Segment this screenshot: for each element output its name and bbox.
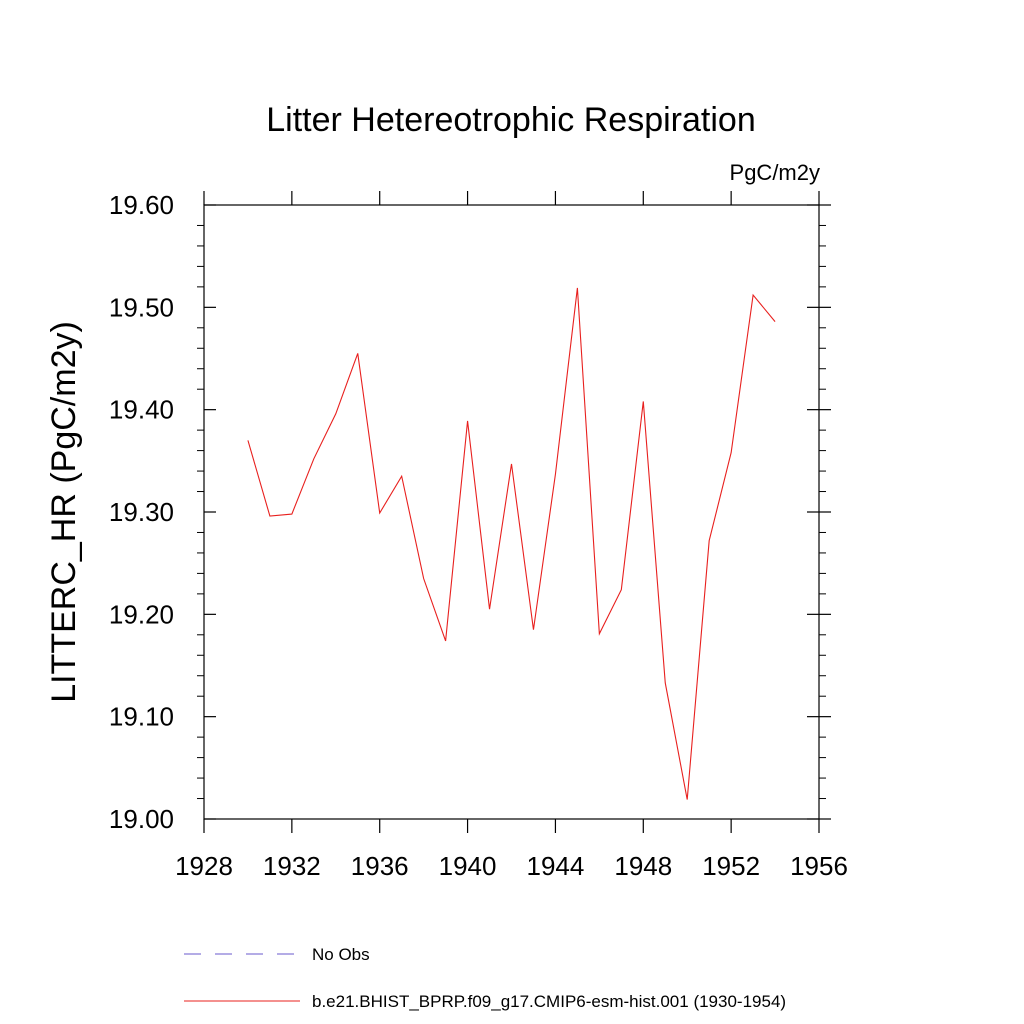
series-layer (247, 287, 776, 800)
y-tick-label: 19.20 (109, 599, 174, 629)
chart-title: Litter Hetereotrophic Respiration (266, 101, 755, 139)
x-tick-label: 1928 (175, 851, 233, 881)
y-tick-label: 19.40 (109, 395, 174, 425)
y-axis-label: LITTERC_HR (PgC/m2y) (45, 321, 83, 703)
x-tick-label: 1932 (263, 851, 321, 881)
units-label: PgC/m2y (730, 160, 820, 185)
axis-ticks (197, 191, 831, 833)
x-tick-label: 1944 (527, 851, 585, 881)
x-tick-label: 1952 (702, 851, 760, 881)
y-tick-label: 19.30 (109, 497, 174, 527)
series-line-1 (247, 287, 776, 800)
x-tick-label: 1956 (790, 851, 848, 881)
y-tick-label: 19.10 (109, 702, 174, 732)
legend-label-1: b.e21.BHIST_BPRP.f09_g17.CMIP6-esm-hist.… (312, 992, 786, 1011)
x-tick-label: 1936 (351, 851, 409, 881)
legend-label-0: No Obs (312, 945, 370, 964)
x-tick-label: 1940 (439, 851, 497, 881)
y-tick-label: 19.50 (109, 292, 174, 322)
legend: No Obs b.e21.BHIST_BPRP.f09_g17.CMIP6-esm… (184, 945, 786, 1011)
y-tick-label: 19.00 (109, 804, 174, 834)
y-tick-label: 19.60 (109, 190, 174, 220)
plot-frame (203, 204, 820, 820)
x-tick-label: 1948 (614, 851, 672, 881)
axis-tick-labels: 1928 1932 1936 1940 1944 1948 1952 1956 19.00 19.… (109, 190, 848, 881)
